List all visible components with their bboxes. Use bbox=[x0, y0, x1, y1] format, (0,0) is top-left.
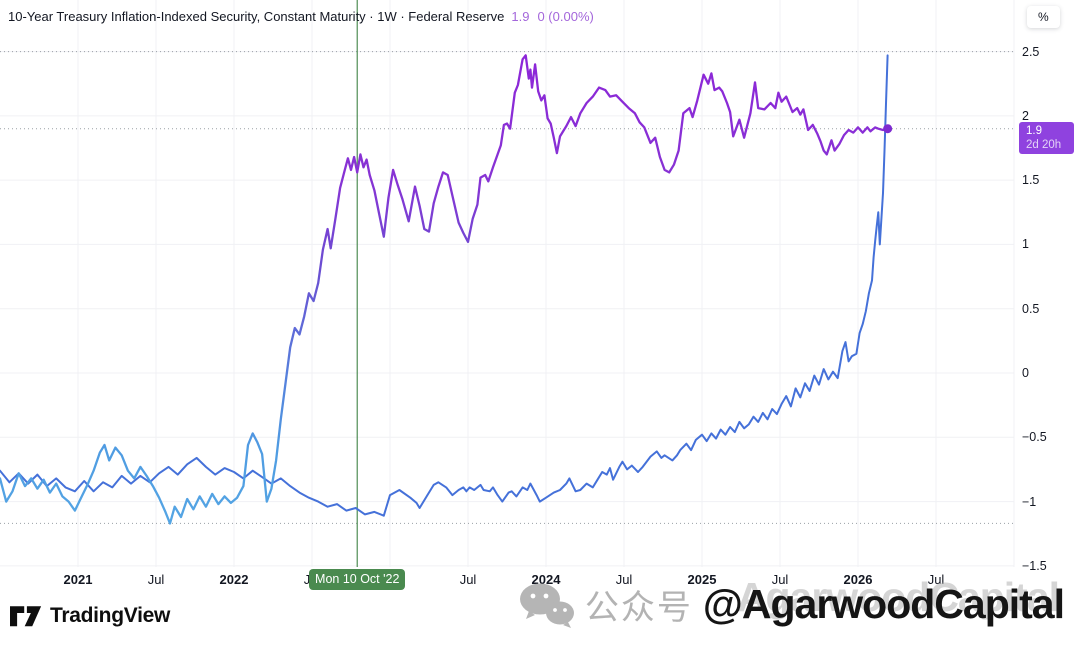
time-axis-label: 2021 bbox=[63, 572, 93, 587]
price-axis-label: 2 bbox=[1022, 108, 1029, 123]
price-axis-label: 1 bbox=[1022, 237, 1029, 252]
price-axis-unit-chip[interactable]: % bbox=[1027, 6, 1060, 28]
main-series-line[interactable] bbox=[0, 54, 889, 525]
symbol-last-value: 1.9 bbox=[511, 9, 530, 24]
tradingview-logo-text: TradingView bbox=[50, 604, 171, 627]
symbol-title[interactable]: 10-Year Treasury Inflation-Indexed Secur… bbox=[8, 9, 505, 24]
current-price-badge: 1.9 2d 20h bbox=[1019, 122, 1074, 154]
price-axis-label: 0.5 bbox=[1022, 301, 1040, 316]
time-axis-label: Jul bbox=[615, 572, 633, 587]
crosshair-date-badge: Mon 10 Oct '22 bbox=[309, 569, 406, 590]
time-axis-label: 2025 bbox=[687, 572, 717, 587]
tradingview-logo-icon bbox=[10, 605, 42, 626]
time-axis-label: Jul bbox=[771, 572, 789, 587]
bar-countdown: 2d 20h bbox=[1026, 139, 1062, 151]
price-axis-label: −1.5 bbox=[1022, 558, 1047, 573]
time-axis-label: Jul bbox=[459, 572, 477, 587]
price-axis-label: −1 bbox=[1022, 494, 1037, 509]
symbol-change: 0 (0.00%) bbox=[537, 9, 594, 24]
price-axis-label: 1.5 bbox=[1022, 173, 1040, 188]
price-axis-label: 0 bbox=[1022, 366, 1029, 380]
last-bar-dot bbox=[883, 124, 893, 134]
price-axis-label: −0.5 bbox=[1022, 430, 1047, 445]
time-axis-label: Jul bbox=[147, 572, 165, 587]
time-axis-label: 2026 bbox=[843, 572, 873, 587]
current-price-value: 1.9 bbox=[1026, 125, 1042, 137]
time-axis-label: 2022 bbox=[219, 572, 249, 587]
symbol-values: 1.9 0 (0.00%) bbox=[511, 9, 593, 24]
unit-label: % bbox=[1038, 10, 1049, 24]
time-axis-label: 2024 bbox=[531, 572, 561, 587]
tradingview-logo[interactable]: TradingView bbox=[10, 604, 170, 628]
time-axis-label: Jul bbox=[927, 572, 945, 587]
symbol-legend[interactable]: 10-Year Treasury Inflation-Indexed Secur… bbox=[8, 9, 594, 24]
price-axis-label: 2.5 bbox=[1022, 44, 1040, 59]
compare-series-line[interactable] bbox=[0, 54, 889, 517]
